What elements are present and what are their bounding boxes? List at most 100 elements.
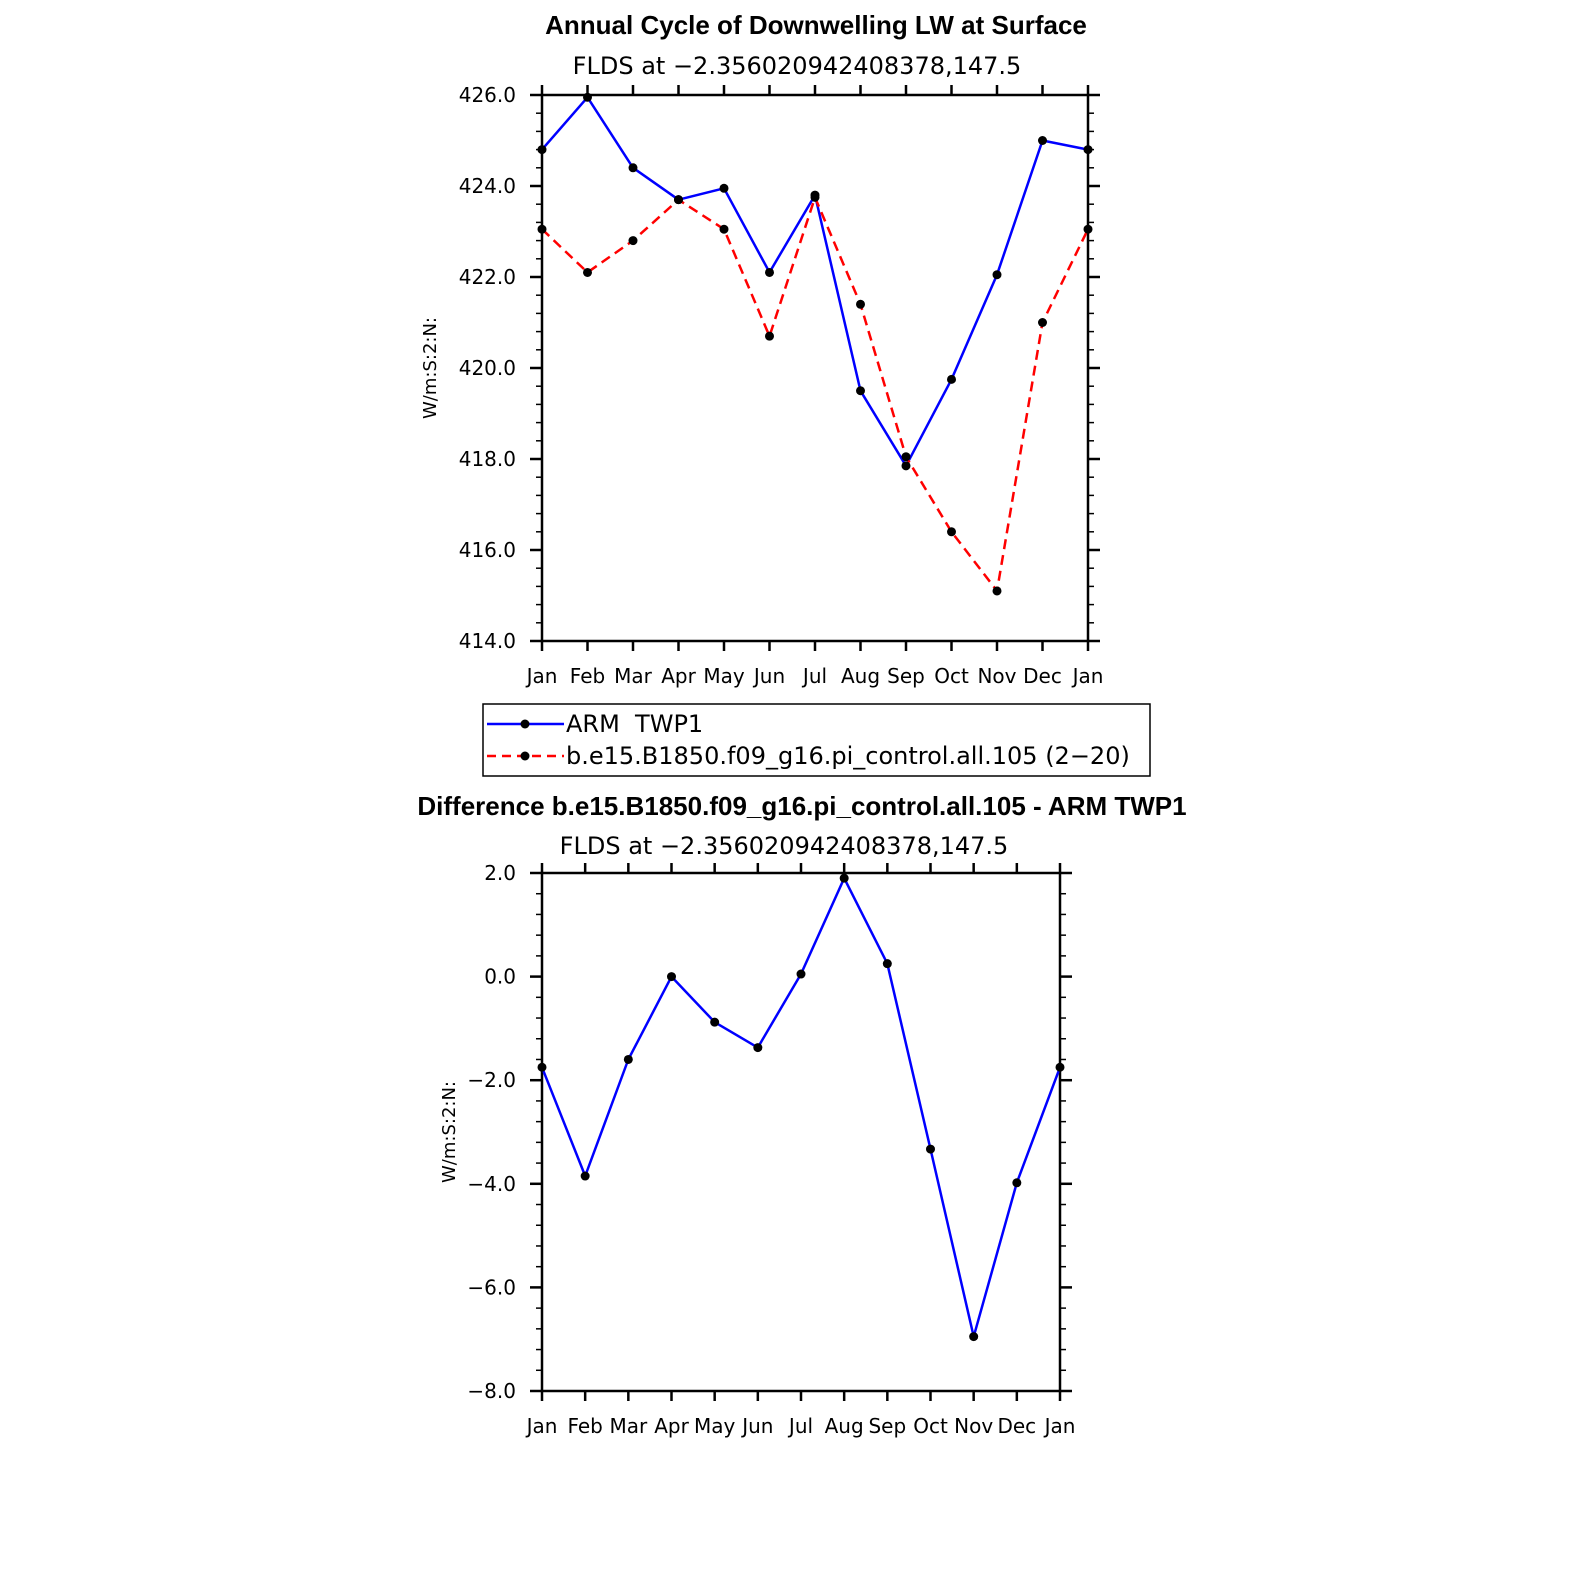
legend-label-model: b.e15.B1850.f09_g16.pi_control.all.105 (… xyxy=(566,742,1130,770)
plot-frame xyxy=(540,871,1062,1393)
x-tick-label: Jul xyxy=(787,1414,813,1438)
data-point-s0-8 xyxy=(882,959,892,969)
axis-ticks: Jan Feb Mar Apr May Jun Jul Aug Sep Oct Nov Dec Jan 2… xyxy=(467,861,1075,1438)
data-point-s0-5 xyxy=(753,1043,763,1053)
x-tick-label: May xyxy=(703,664,745,688)
data-point-s0-10 xyxy=(992,270,1002,280)
x-tick-label: Oct xyxy=(913,1414,948,1438)
chart-title: Difference b.e15.B1850.f09_g16.pi_contro… xyxy=(417,791,1186,821)
data-point-s0-4 xyxy=(710,1017,720,1027)
data-point-s0-6 xyxy=(796,969,806,979)
x-tick-label: Nov xyxy=(954,1414,993,1438)
x-tick-label: Jan xyxy=(525,1414,558,1438)
x-tick-label: Dec xyxy=(1023,664,1062,688)
data-point-s0-1 xyxy=(583,92,592,102)
legend-entry-model: b.e15.B1850.f09_g16.pi_control.all.105 (… xyxy=(487,742,1130,770)
x-tick-label: Jan xyxy=(525,664,558,688)
data-point-s0-12 xyxy=(1083,145,1093,155)
x-tick-label: Jul xyxy=(801,664,827,688)
legend-label-arm-twp1: ARM TWP1 xyxy=(566,710,703,738)
x-tick-label: Mar xyxy=(614,664,653,688)
data-point-s0-2 xyxy=(628,163,638,173)
x-tick-label: Jun xyxy=(740,1414,773,1438)
x-tick-label: Dec xyxy=(997,1414,1036,1438)
series-layer xyxy=(537,92,1093,596)
x-tick-label: Mar xyxy=(609,1414,648,1438)
x-tick-label: Nov xyxy=(977,664,1016,688)
data-point-s0-0 xyxy=(537,1062,547,1072)
data-point-s1-9 xyxy=(947,527,956,537)
series-layer xyxy=(537,873,1065,1342)
data-point-s1-6 xyxy=(810,192,820,202)
data-point-s0-3 xyxy=(667,972,676,982)
data-point-s1-1 xyxy=(583,267,592,277)
data-point-s1-0 xyxy=(537,224,547,234)
data-point-s0-2 xyxy=(623,1054,633,1064)
data-point-s0-5 xyxy=(765,267,774,277)
data-point-s0-11 xyxy=(1012,1178,1022,1188)
chart-subtitle: FLDS at −2.356020942408378,147.5 xyxy=(573,52,1022,80)
y-tick-label: 2.0 xyxy=(484,861,516,885)
y-tick-label: 414.0 xyxy=(459,629,516,653)
y-axis-label: W/m:S:2:N: xyxy=(439,1081,460,1183)
x-tick-label: Jan xyxy=(1071,664,1104,688)
data-point-s0-9 xyxy=(947,374,956,384)
x-tick-label: Aug xyxy=(825,1414,864,1438)
x-tick-label: Sep xyxy=(887,664,925,688)
annual-cycle-chart: Annual Cycle of Downwelling LW at Surfac… xyxy=(420,10,1103,688)
data-point-s1-5 xyxy=(765,331,774,341)
y-tick-label: 420.0 xyxy=(459,356,516,380)
data-point-s1-7 xyxy=(856,299,865,309)
y-tick-label: −6.0 xyxy=(467,1275,516,1299)
data-point-s0-7 xyxy=(839,873,849,883)
y-axis-label: W/m:S:2:N: xyxy=(420,317,441,419)
data-point-s1-12 xyxy=(1083,224,1093,234)
x-tick-label: Feb xyxy=(567,1414,602,1438)
series-line-1 xyxy=(541,196,1090,593)
y-tick-label: 418.0 xyxy=(459,447,516,471)
data-point-s1-8 xyxy=(901,452,911,462)
y-tick-label: 422.0 xyxy=(459,265,516,289)
series-line-0 xyxy=(540,876,1062,1338)
x-tick-label: Jan xyxy=(1043,1414,1076,1438)
data-point-s0-1 xyxy=(580,1171,590,1181)
x-tick-label: Jun xyxy=(752,664,785,688)
data-point-s0-9 xyxy=(926,1144,935,1154)
y-tick-label: −8.0 xyxy=(467,1379,516,1403)
y-tick-label: −4.0 xyxy=(467,1172,516,1196)
data-point-s0-12 xyxy=(1055,1062,1065,1072)
chart-subtitle: FLDS at −2.356020942408378,147.5 xyxy=(560,832,1009,860)
x-tick-label: Sep xyxy=(868,1414,906,1438)
x-tick-label: Apr xyxy=(661,664,696,688)
data-point-s1-11 xyxy=(1038,318,1047,327)
y-tick-label: 416.0 xyxy=(459,538,516,562)
data-point-s0-11 xyxy=(1038,136,1047,145)
axis-ticks: Jan Feb Mar Apr May Jun Jul Aug Sep Oct Nov Dec Jan 4… xyxy=(459,83,1104,688)
x-tick-label: Oct xyxy=(934,664,969,688)
data-point-s0-10 xyxy=(969,1332,979,1342)
legend: ARM TWP1 b.e15.B1850.f09_g16.pi_control.… xyxy=(482,703,1151,777)
y-tick-label: 424.0 xyxy=(459,174,516,198)
legend-entry-arm-twp1: ARM TWP1 xyxy=(487,710,703,738)
data-point-s1-4 xyxy=(719,224,729,234)
data-point-s0-8 xyxy=(901,461,911,471)
data-point-s1-10 xyxy=(992,586,1002,596)
data-point-s1-2 xyxy=(628,236,638,246)
x-tick-label: Apr xyxy=(654,1414,689,1438)
chart-title: Annual Cycle of Downwelling LW at Surfac… xyxy=(545,10,1087,40)
x-tick-label: Feb xyxy=(570,664,605,688)
plot-frame xyxy=(540,93,1090,643)
legend-marker-arm-twp1 xyxy=(520,719,530,729)
series-line-0 xyxy=(541,96,1089,468)
data-point-s0-4 xyxy=(719,183,729,193)
legend-marker-model xyxy=(520,751,530,761)
y-tick-label: 426.0 xyxy=(459,83,516,107)
difference-chart: Difference b.e15.B1850.f09_g16.pi_contro… xyxy=(417,791,1186,1438)
data-point-s0-0 xyxy=(537,145,547,155)
x-tick-label: May xyxy=(694,1414,736,1438)
data-point-s0-7 xyxy=(856,386,865,396)
x-tick-label: Aug xyxy=(841,664,880,688)
y-tick-label: 0.0 xyxy=(484,965,516,989)
data-point-s1-3 xyxy=(674,195,683,205)
